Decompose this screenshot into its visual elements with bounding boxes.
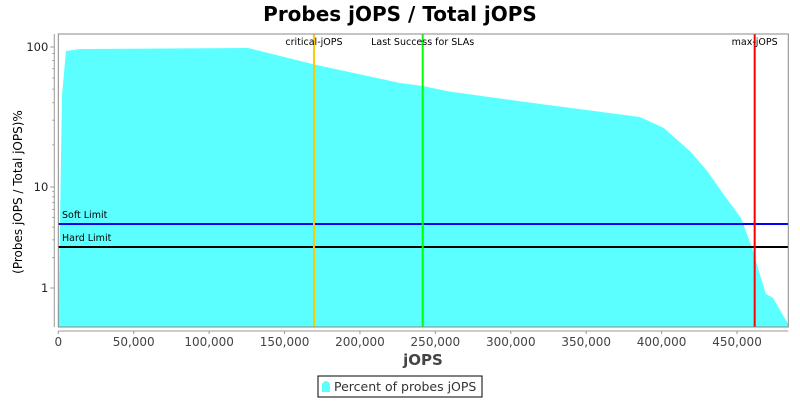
x-tick-label: 300,000 <box>486 335 536 349</box>
y-tick-label: 1 <box>41 281 48 295</box>
x-tick-label: 350,000 <box>561 335 611 349</box>
x-tick-label: 150,000 <box>260 335 310 349</box>
marker-label: max-jOPS <box>732 37 778 48</box>
x-tick-label: 0 <box>54 335 62 349</box>
plot-border <box>57 33 789 328</box>
y-axis-label: (Probes jOPS / Total jOPS)% <box>11 110 25 274</box>
chart-title: Probes jOPS / Total jOPS <box>263 2 537 26</box>
limit-label: Hard Limit <box>62 233 112 244</box>
x-tick-label: 450,000 <box>712 335 762 349</box>
x-tick-label: 400,000 <box>637 335 687 349</box>
x-axis-label: jOPS <box>402 351 443 369</box>
legend-label: Percent of probes jOPS <box>334 379 476 394</box>
marker-label: critical-jOPS <box>285 37 342 48</box>
y-tick-label: 100 <box>26 40 48 54</box>
y-tick-label: 10 <box>34 180 49 194</box>
x-tick-label: 50,000 <box>113 335 155 349</box>
marker-label: Last Success for SLAs <box>371 37 474 48</box>
limit-label: Soft Limit <box>62 210 108 221</box>
x-tick-label: 200,000 <box>335 335 385 349</box>
plot-area: Soft Limit Hard Limit critical-jOPS Last Su… <box>26 33 789 349</box>
x-tick-label: 100,000 <box>184 335 234 349</box>
x-tick-label: 250,000 <box>411 335 461 349</box>
legend-swatch-icon <box>322 381 330 392</box>
legend-box <box>317 375 483 398</box>
legend: Percent of probes jOPS <box>317 375 483 398</box>
